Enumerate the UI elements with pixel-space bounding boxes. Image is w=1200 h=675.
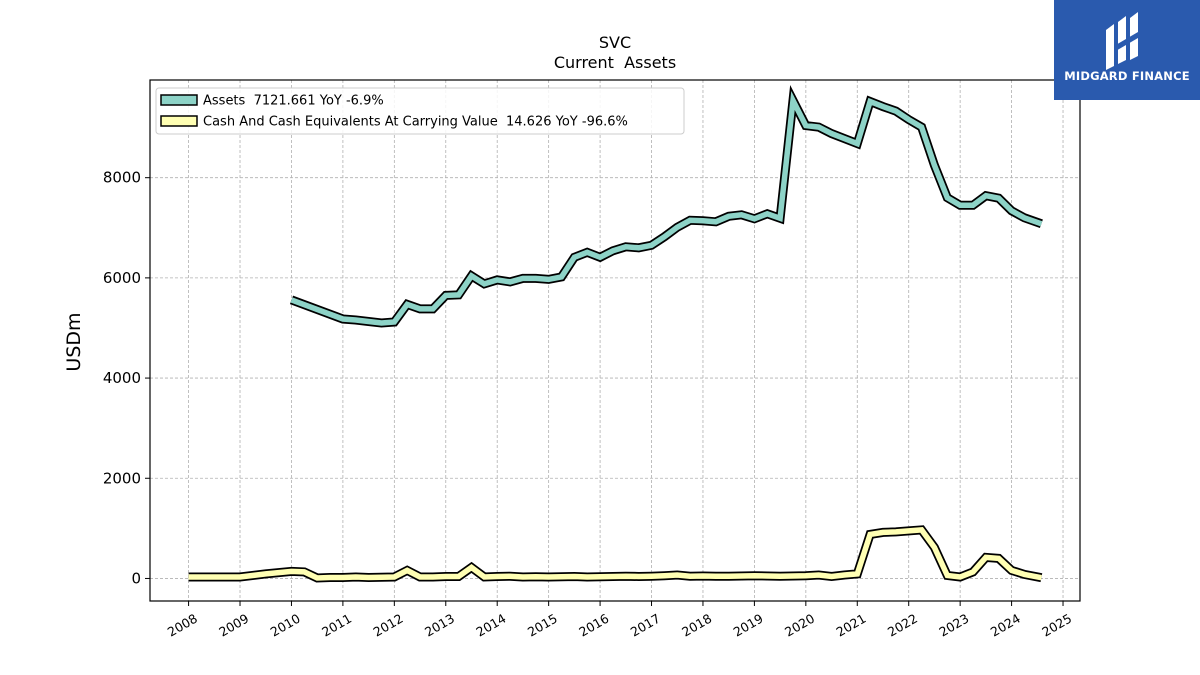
brand-name: MIDGARD FINANCE <box>1064 69 1190 83</box>
plot-frame <box>149 79 1081 602</box>
series-outline-1 <box>188 525 1043 583</box>
grid <box>150 80 1080 601</box>
legend-swatch-assets <box>160 94 198 106</box>
y-tick-label: 8000 <box>103 169 141 187</box>
series-line-0 <box>290 91 1043 326</box>
x-tick-label: 2019 <box>731 611 766 640</box>
legend-label-cash: Cash And Cash Equivalents At Carrying Va… <box>203 115 628 130</box>
x-tick-label: 2025 <box>1039 611 1074 640</box>
x-tick-label: 2013 <box>422 611 457 640</box>
x-tick-label: 2011 <box>319 611 354 640</box>
y-tick-label: 4000 <box>103 369 141 387</box>
x-tick-label: 2014 <box>473 611 508 640</box>
x-tick-label: 2024 <box>988 611 1023 640</box>
x-tick-label: 2012 <box>371 611 406 640</box>
legend-label-assets: Assets 7121.661 YoY -6.9% <box>203 94 384 109</box>
x-tick-label: 2018 <box>679 611 714 640</box>
chart-subtitle: Current Assets <box>554 53 676 72</box>
series-lines <box>188 85 1043 583</box>
chart-title: SVC <box>599 33 631 52</box>
x-tick-label: 2016 <box>576 611 611 640</box>
legend: Assets 7121.661 YoY -6.9% Cash And Cash … <box>155 87 685 135</box>
x-tick-label: 2023 <box>936 611 971 640</box>
x-tick-label: 2008 <box>165 611 200 640</box>
series-line-1 <box>188 527 1042 581</box>
y-axis-label: USDm <box>63 312 85 371</box>
legend-box <box>155 87 685 135</box>
x-tick-label: 2015 <box>525 611 560 640</box>
x-tick-label: 2009 <box>216 611 251 640</box>
x-tick-label: 2021 <box>833 611 868 640</box>
x-tick-label: 2010 <box>268 611 303 640</box>
legend-swatch-cash <box>160 115 198 127</box>
x-tick-label: 2020 <box>782 611 817 640</box>
x-tick-label: 2022 <box>885 611 920 640</box>
brand-mark-icon <box>1106 12 1138 70</box>
y-tick-label: 2000 <box>103 469 141 487</box>
brand-logo: MIDGARD FINANCE <box>1054 0 1200 100</box>
y-tick-label: 6000 <box>103 269 141 287</box>
y-axis: 0 2000 4000 6000 8000 <box>103 169 150 587</box>
x-tick-label: 2017 <box>628 611 663 640</box>
x-axis: 2008 2009 2010 2011 2012 2013 2014 2015 2016 2017… <box>165 601 1074 640</box>
y-tick-label: 0 <box>131 569 141 587</box>
